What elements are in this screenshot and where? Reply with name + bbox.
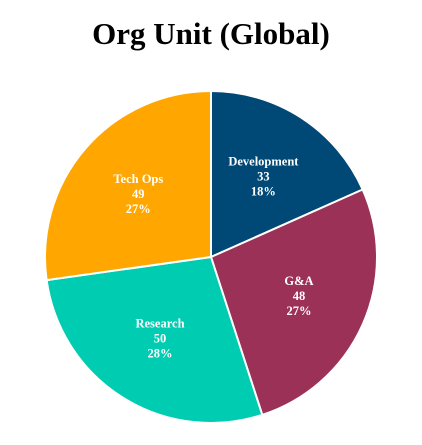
slice-percent-research: 28% bbox=[148, 347, 173, 361]
slice-label-research: Research 50 28% bbox=[135, 317, 184, 361]
slice-name-tech-ops: Tech Ops bbox=[113, 172, 163, 186]
pie-slices bbox=[44, 90, 378, 424]
slice-value-research: 50 bbox=[154, 332, 167, 346]
slice-percent-tech-ops: 27% bbox=[126, 202, 151, 216]
slice-label-tech-ops: Tech Ops 49 27% bbox=[113, 172, 163, 216]
pie-slice-research bbox=[45, 256, 264, 424]
slice-value-development: 33 bbox=[257, 169, 270, 183]
slice-name-research: Research bbox=[135, 317, 184, 331]
slice-name-ganda: G&A bbox=[284, 274, 313, 288]
slice-label-ganda: G&A 48 27% bbox=[284, 274, 313, 318]
slice-percent-ganda: 27% bbox=[287, 304, 312, 318]
pie-slice-tech-ops bbox=[44, 90, 212, 282]
slice-percent-development: 18% bbox=[251, 184, 276, 198]
chart-title: Org Unit (Global) bbox=[92, 16, 330, 51]
slice-value-ganda: 48 bbox=[293, 289, 306, 303]
pie-slice-ganda bbox=[210, 188, 378, 416]
slice-label-development: Development 33 18% bbox=[228, 154, 299, 198]
slice-value-tech-ops: 49 bbox=[132, 187, 145, 201]
pie-slice-development bbox=[210, 90, 364, 258]
pie-labels: Development 33 18%G&A 48 27%Research 50 28%Tec… bbox=[113, 154, 313, 360]
slice-name-development: Development bbox=[228, 154, 299, 168]
